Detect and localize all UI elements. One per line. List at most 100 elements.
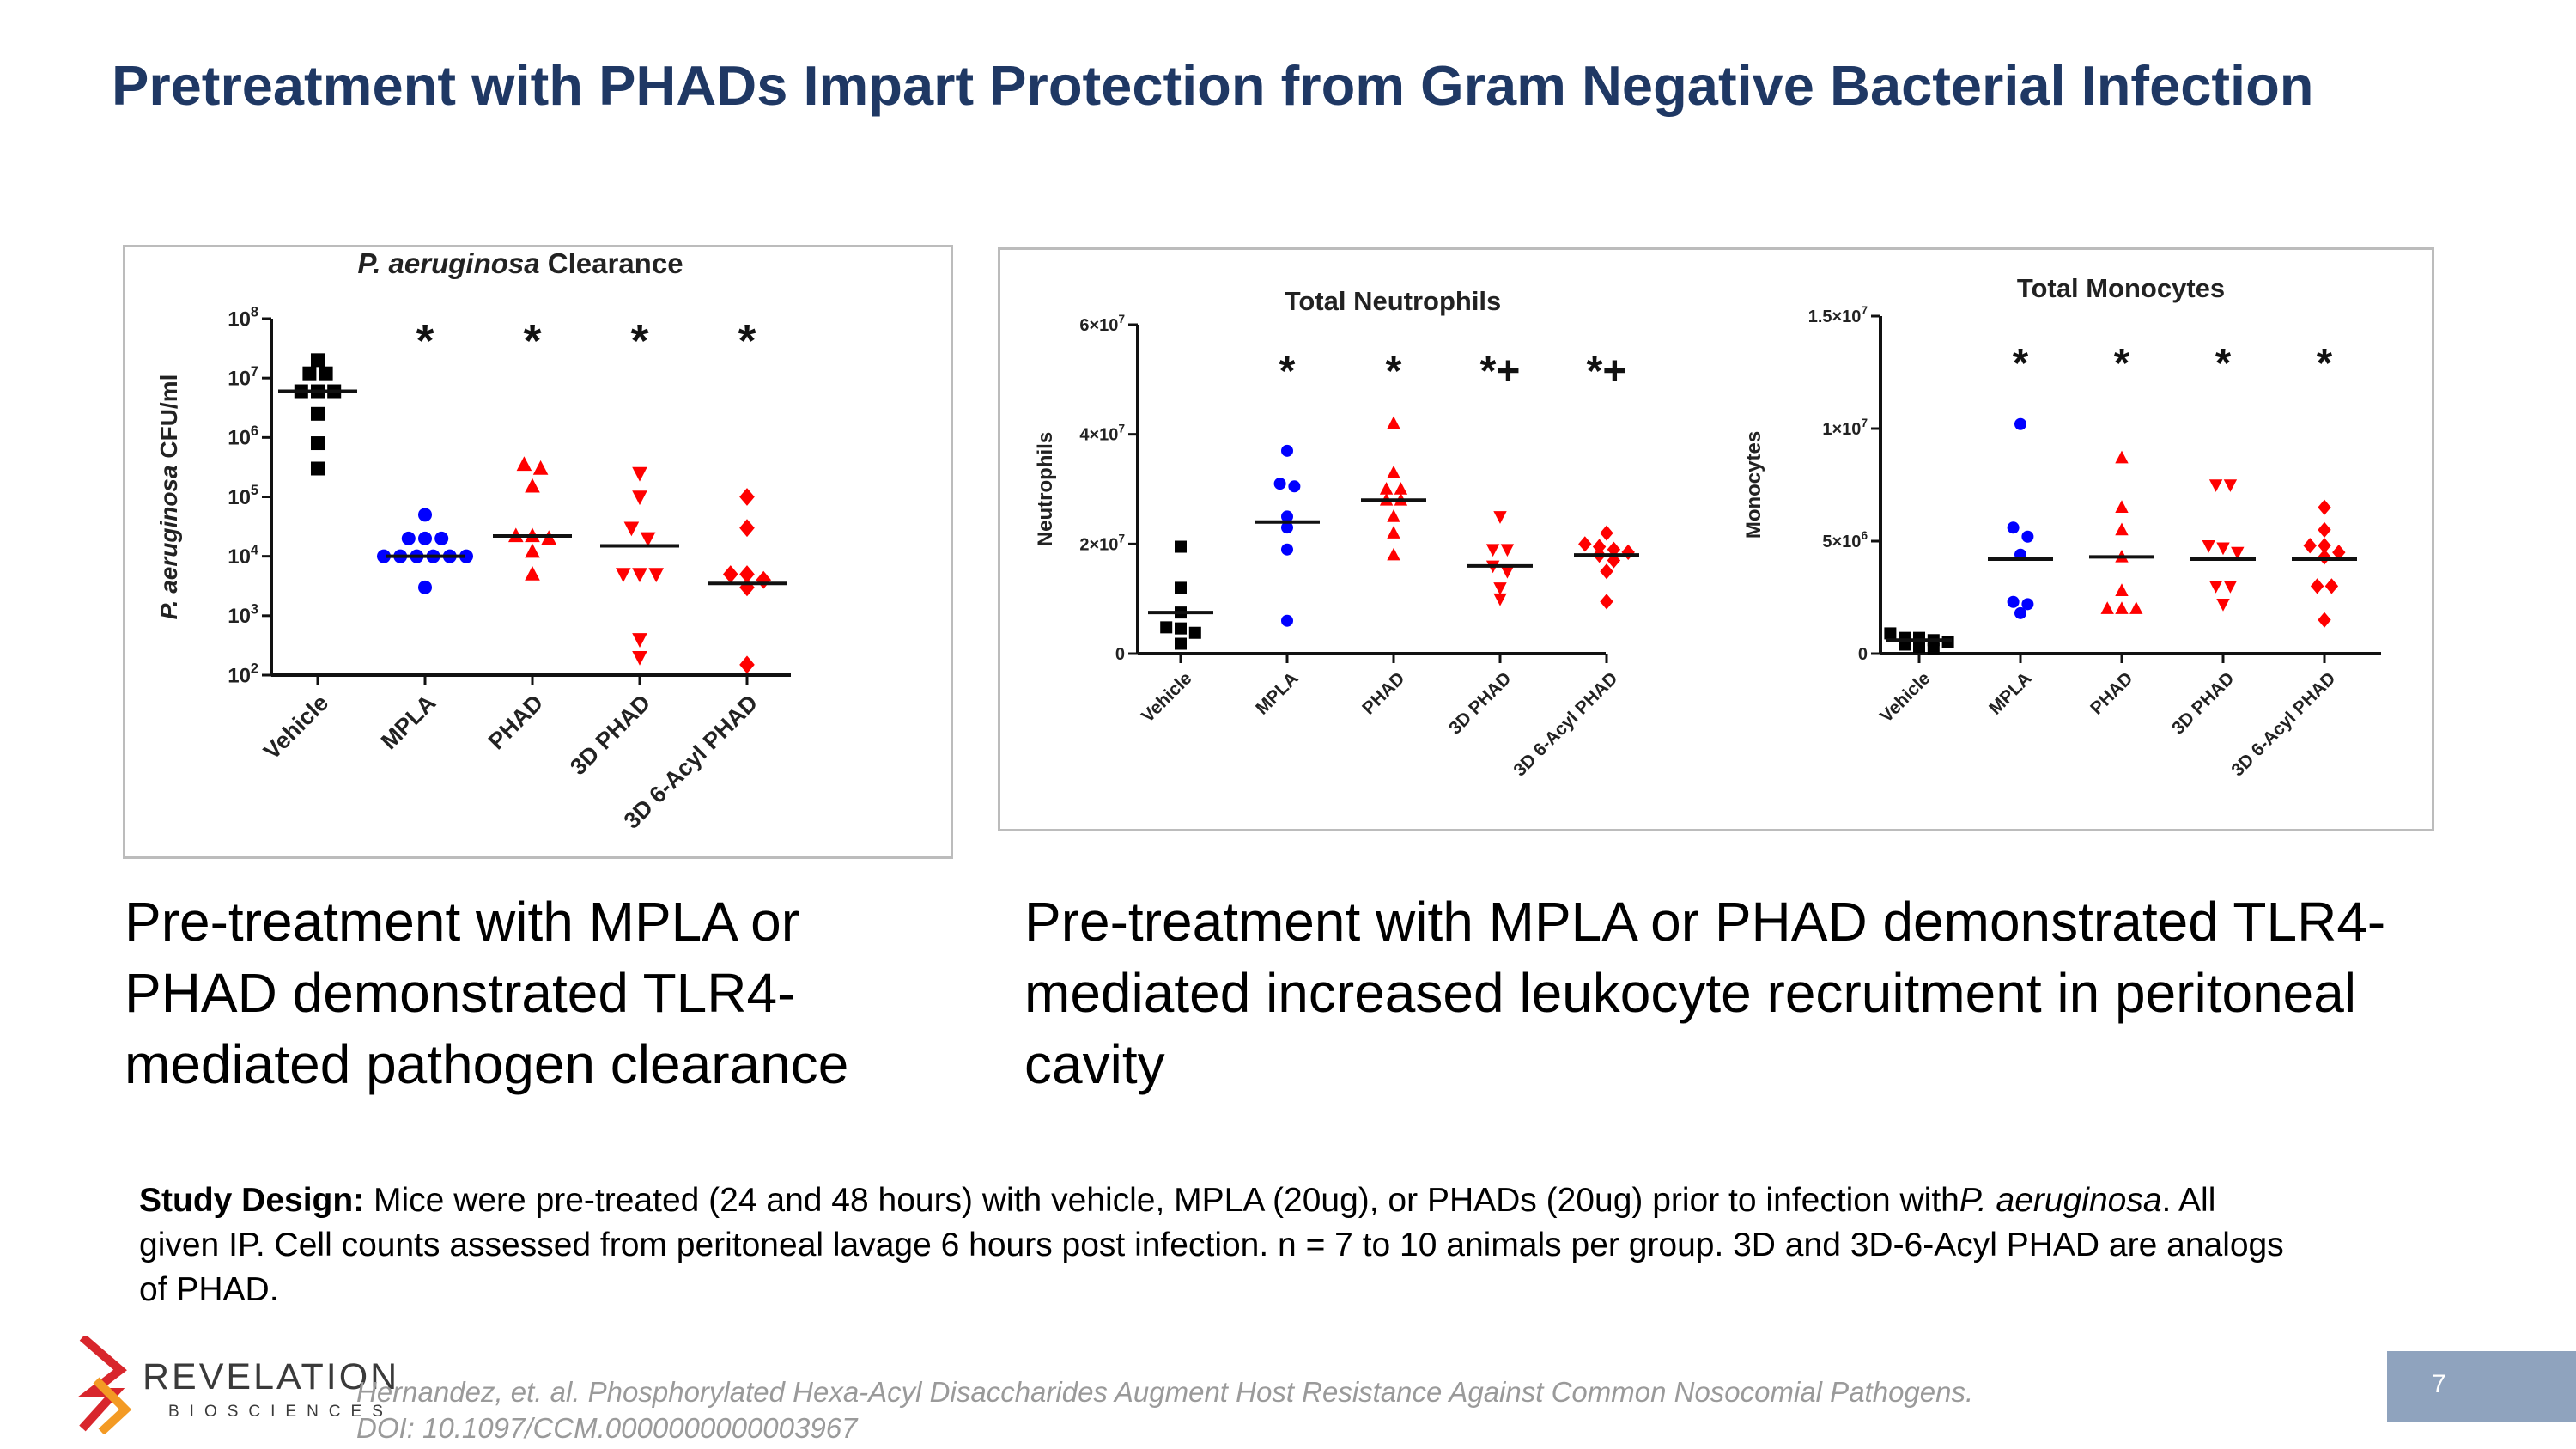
data-point: [1281, 614, 1293, 627]
y-axis-label: P. aeruginosa CFU/ml: [155, 374, 182, 620]
x-category-label: 3D 6-Acyl PHAD: [2227, 668, 2339, 780]
citation-line-1: Hernandez, et. al. Phosphorylated Hexa-A…: [356, 1376, 1974, 1408]
data-point: [2318, 549, 2331, 565]
data-point: [2021, 530, 2034, 543]
data-point: [632, 633, 647, 648]
data-point: [1387, 465, 1400, 478]
data-point: [2318, 521, 2331, 538]
series-3d-phad: [1467, 511, 1533, 606]
data-point: [311, 353, 325, 368]
y-tick-label: 103: [228, 601, 258, 628]
x-category-label: MPLA: [1985, 668, 2035, 718]
x-category-label: MPLA: [1252, 668, 1302, 718]
data-point: [1913, 641, 1925, 654]
data-point: [632, 650, 647, 666]
citation: Hernandez, et. al. Phosphorylated Hexa-A…: [356, 1374, 1973, 1446]
data-point: [2115, 500, 2129, 513]
significance-marker: *+: [1480, 349, 1521, 394]
data-point: [302, 366, 317, 381]
data-point: [739, 519, 755, 538]
x-category-label: PHAD: [483, 690, 548, 754]
y-axis-label-rest: CFU/ml: [155, 374, 182, 466]
study-design: Study Design: Mice were pre-treated (24 …: [139, 1178, 2303, 1312]
data-point: [311, 436, 325, 451]
data-point: [1387, 509, 1400, 522]
chart-title-italic: P. aeruginosa: [357, 247, 539, 279]
data-point: [1273, 478, 1286, 490]
data-point: [2216, 599, 2230, 612]
caption-right: Pre-treatment with MPLA or PHAD demonstr…: [1024, 891, 2386, 1095]
data-point: [2318, 612, 2331, 628]
x-category-label: Vehicle: [258, 690, 333, 764]
series-mpla: [1255, 444, 1320, 627]
y-tick-base: 10: [228, 427, 251, 450]
data-point: [311, 461, 325, 476]
data-point: [434, 531, 449, 545]
data-point: [1387, 416, 1400, 429]
y-axis-label-italic: P. aeruginosa: [155, 465, 182, 619]
data-point: [2318, 499, 2331, 515]
y-tick-exponent: 2: [251, 661, 258, 677]
y-tick-base: 4×10: [1079, 426, 1118, 445]
data-point: [1493, 511, 1507, 524]
y-tick-base: 5×10: [1822, 533, 1861, 551]
data-point: [418, 508, 432, 522]
data-point: [1188, 626, 1201, 639]
data-point: [2332, 545, 2346, 561]
data-point: [2310, 578, 2324, 594]
data-point: [1941, 636, 1954, 648]
series-phad: [2089, 450, 2154, 614]
y-tick-base: 10: [228, 605, 251, 628]
data-point: [2216, 542, 2230, 556]
data-point: [1387, 526, 1400, 539]
data-point: [648, 568, 664, 583]
neutrophils-chart: Total NeutrophilsNeutrophils6×1074×1072×…: [1034, 286, 1639, 780]
x-category-label: 3D PHAD: [1445, 668, 1515, 738]
chart-title-rest: Clearance: [540, 247, 683, 279]
y-tick-exponent: 4: [251, 542, 258, 557]
data-point: [377, 549, 391, 563]
study-italic: P. aeruginosa: [1959, 1182, 2162, 1219]
data-point: [1175, 581, 1187, 594]
leukocyte-charts-panel: Total Neutrophils Neutrophils 6×107 4×107 2×…: [998, 247, 2434, 831]
x-category-label: Vehicle: [1138, 668, 1195, 726]
data-point: [1281, 543, 1293, 556]
significance-marker: *: [630, 315, 648, 367]
clearance-chart-panel: P. aeruginosa Clearance P. aeruginosa CFU…: [123, 245, 953, 859]
data-point: [1485, 544, 1500, 557]
y-tick-base: 1.5×10: [1808, 307, 1862, 326]
x-category-label: 3D PHAD: [565, 690, 655, 780]
y-tick-label: 5×106: [1822, 529, 1868, 551]
series-mpla: [1988, 417, 2053, 619]
data-point: [2231, 546, 2245, 560]
monocytes-chart: Total MonocytesMonocytes1.5×1071×1075×10…: [1742, 273, 2381, 780]
x-category-label: MPLA: [376, 690, 440, 754]
data-point: [1394, 482, 1408, 495]
significance-marker: *: [1386, 349, 1402, 394]
series-phad: [493, 456, 572, 581]
y-tick-label: 105: [228, 483, 258, 509]
x-category-label: PHAD: [2087, 668, 2136, 718]
y-tick-exponent: 6: [251, 423, 258, 439]
y-tick-base: 2×10: [1079, 535, 1118, 554]
study-label: Study Design:: [139, 1182, 365, 1219]
data-point: [1500, 565, 1515, 579]
y-tick-exponent: 8: [251, 305, 258, 320]
y-tick-base: 10: [228, 664, 251, 687]
data-point: [2007, 521, 2020, 534]
x-category-label: 3D PHAD: [2168, 668, 2238, 738]
series-3d-phad: [600, 466, 679, 666]
chart-title: Total Neutrophils: [1285, 286, 1502, 316]
data-point: [1281, 510, 1293, 523]
y-axis-label: Neutrophils: [1034, 432, 1057, 546]
significance-marker: *: [2114, 341, 2130, 387]
y-tick-label: 0: [1115, 645, 1125, 664]
data-point: [632, 466, 647, 482]
data-point: [2223, 479, 2238, 492]
y-tick-label: 0: [1858, 645, 1868, 664]
data-point: [311, 406, 325, 421]
data-point: [2007, 595, 2020, 608]
data-point: [1592, 539, 1607, 555]
series-3d-6-acyl-phad: [708, 488, 787, 674]
data-point: [1175, 637, 1187, 650]
